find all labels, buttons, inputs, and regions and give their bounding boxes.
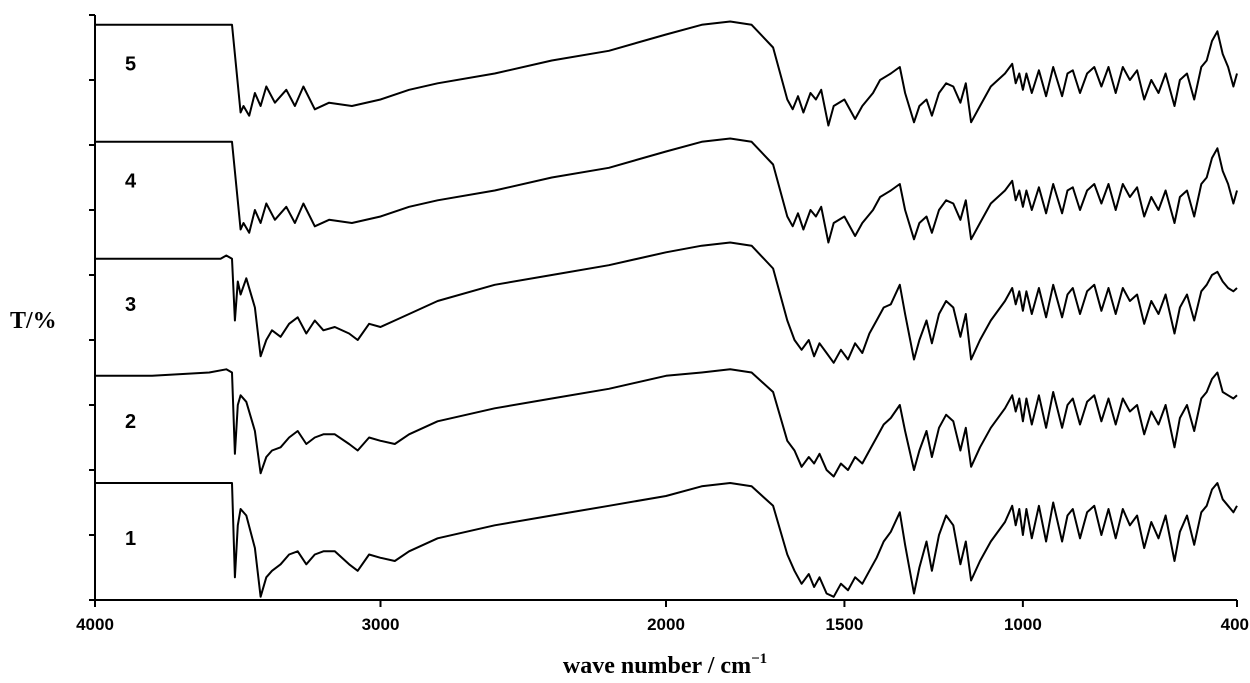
x-ticks: 4000 3000 2000 1500 1000 400 — [76, 600, 1249, 634]
x-tick-label: 2000 — [647, 615, 685, 634]
series-line-2 — [95, 368, 1238, 478]
series-label-1: 1 — [125, 528, 136, 550]
series-label-2: 2 — [125, 411, 136, 433]
x-tick-label: 1000 — [1004, 615, 1042, 634]
y-axis-title: T/% — [10, 308, 57, 334]
y-ticks — [89, 14, 95, 601]
x-axis-title: wave number / cm−1 — [563, 651, 767, 679]
series-line-3 — [95, 241, 1238, 364]
series-label-5: 5 — [125, 53, 136, 75]
series-group: 5 4 3 2 1 — [95, 20, 1238, 598]
x-tick-label: 1500 — [826, 615, 864, 634]
x-axis-title-text: wave number / cm — [563, 653, 751, 679]
series-line-1 — [95, 482, 1238, 598]
x-tick-label: 4000 — [76, 615, 114, 634]
axes — [94, 15, 1237, 601]
series-label-3: 3 — [125, 294, 136, 316]
series-line-4 — [95, 137, 1238, 244]
series-line-5 — [95, 20, 1238, 127]
series-label-4: 4 — [125, 170, 137, 192]
x-tick-label: 400 — [1221, 615, 1249, 634]
x-axis-title-superscript: −1 — [751, 651, 767, 667]
x-tick-label: 3000 — [362, 615, 400, 634]
